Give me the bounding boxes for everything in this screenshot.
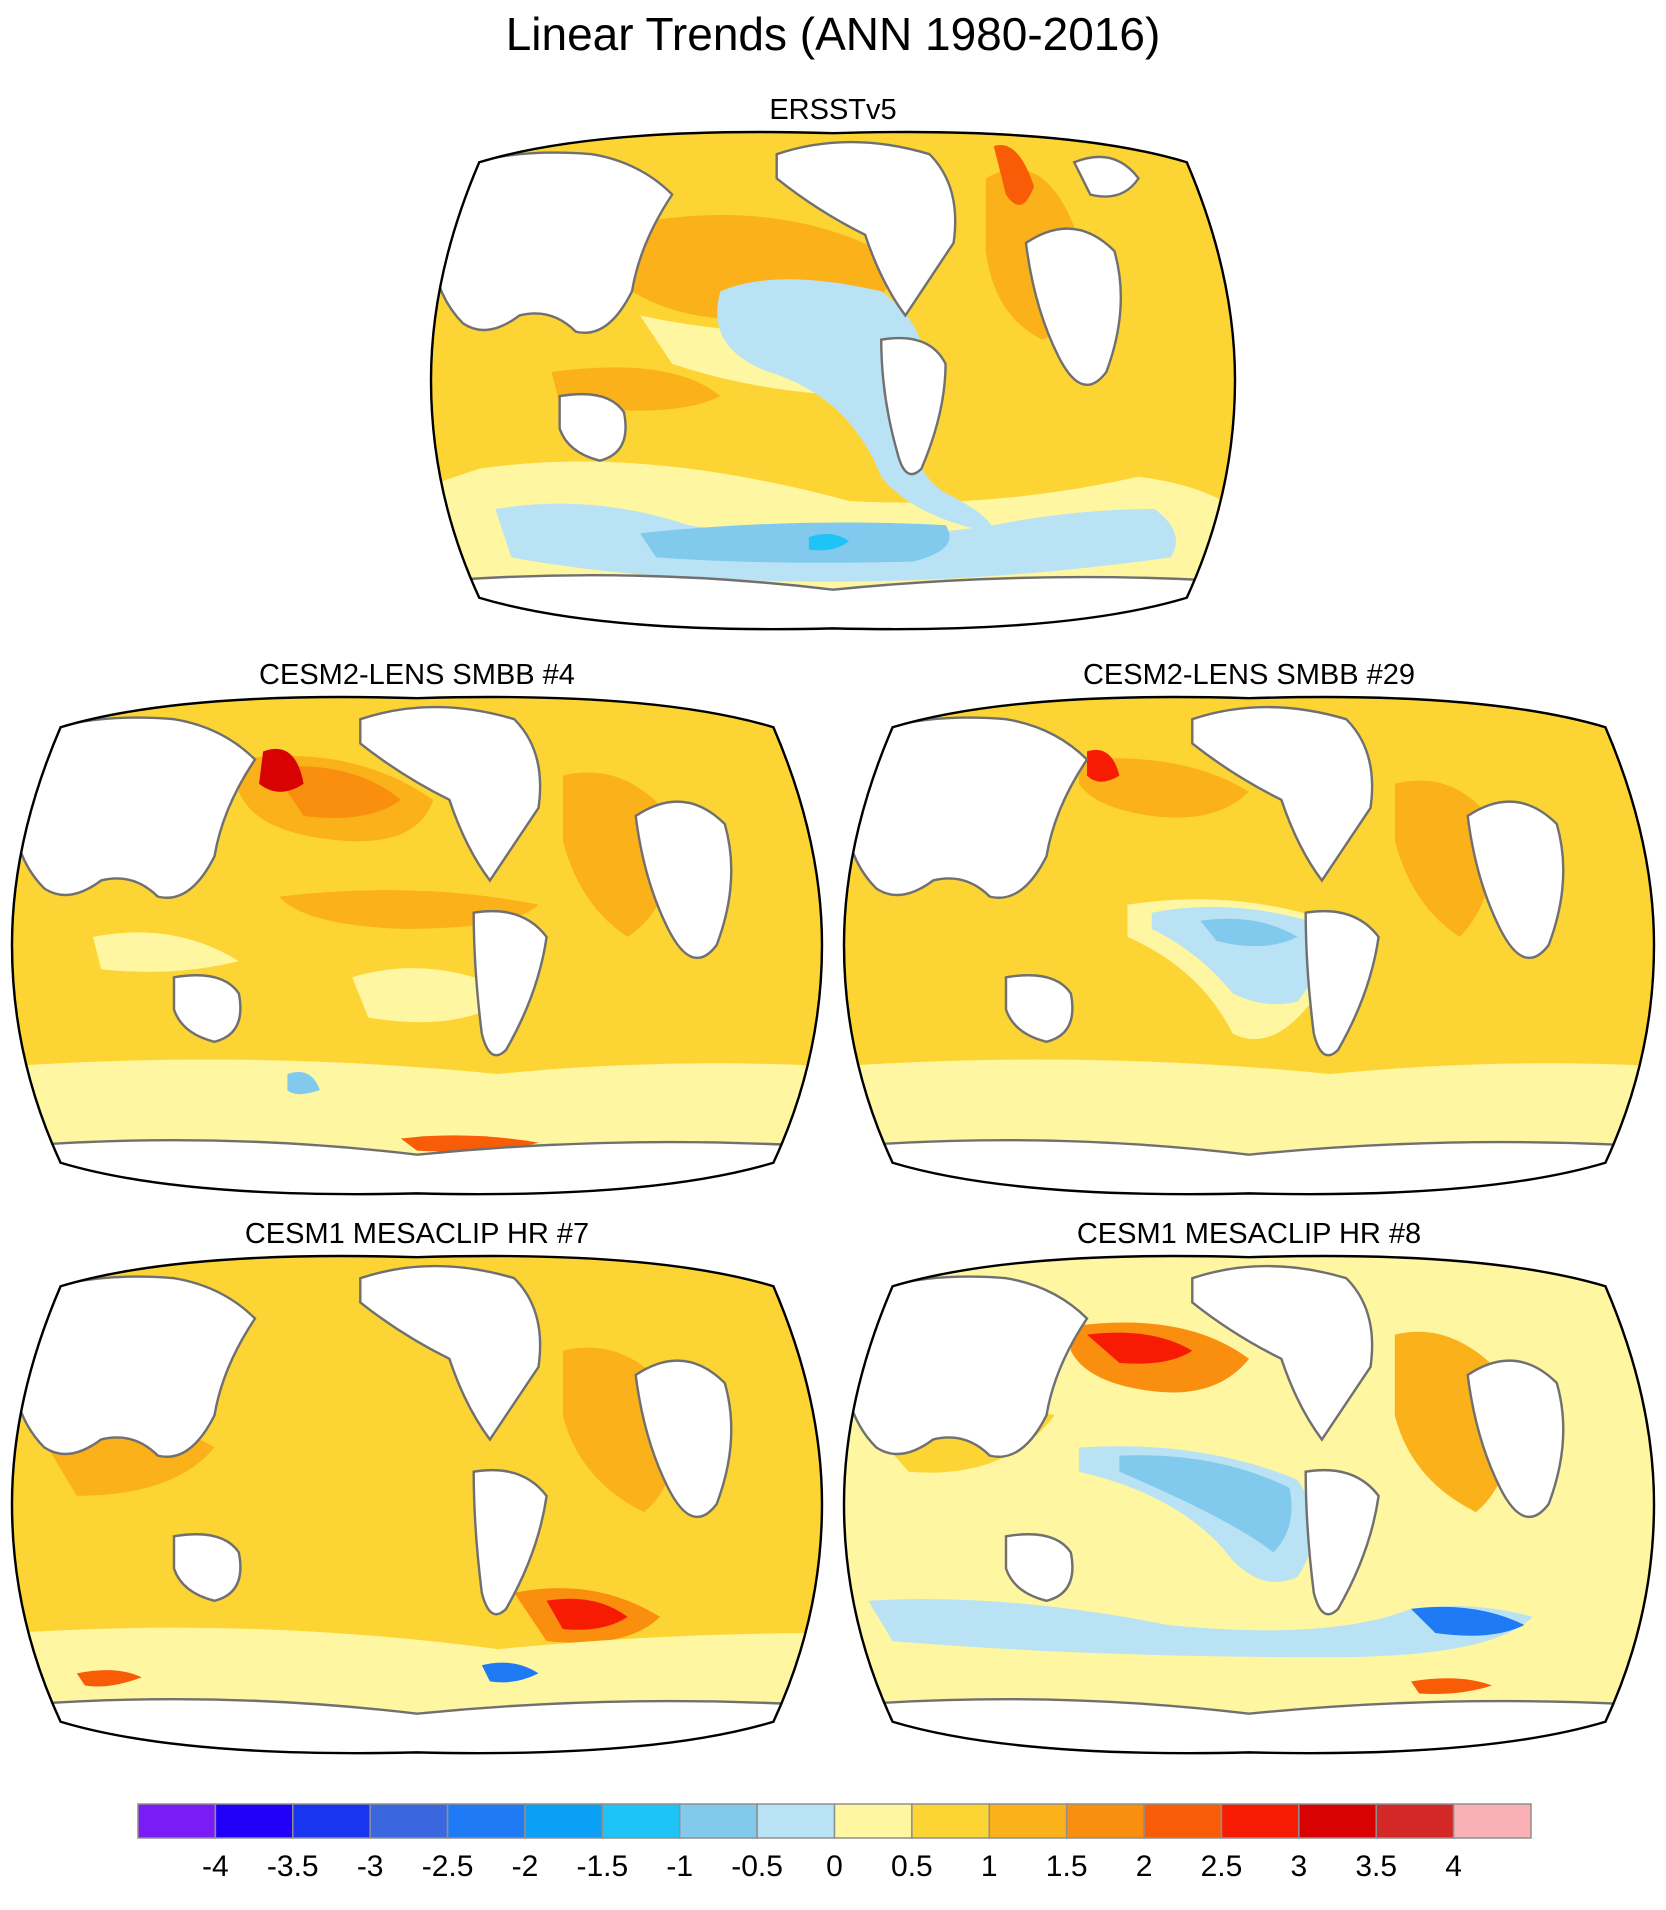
colorbar-bin [1452, 1803, 1532, 1839]
colorbar-bin [1143, 1803, 1223, 1839]
colorbar-tick-label: -2.5 [422, 1850, 474, 1883]
colorbar-tick-label: 0.5 [891, 1850, 933, 1883]
colorbar-tick-label: 4 [1445, 1850, 1462, 1883]
colorbar-tick-label: 0 [826, 1850, 843, 1883]
map-panel-cesm2-smbb-29 [842, 695, 1656, 1196]
map-panel-ersstv5 [429, 130, 1237, 631]
colorbar-tick-label: -3.5 [267, 1850, 319, 1883]
colorbar-bin [137, 1803, 217, 1839]
colorbar-tick-label: -2 [512, 1850, 539, 1883]
colorbar-bin [1298, 1803, 1377, 1839]
map-panel-cesm2-smbb-4 [10, 695, 824, 1196]
colorbar-bin [988, 1803, 1068, 1839]
colorbar-tick-label: 3.5 [1355, 1850, 1397, 1883]
colorbar-bin [1065, 1803, 1145, 1839]
panel-title-cesm1-mesaclip-8: CESM1 MESACLIP HR #8 [1076, 1218, 1422, 1250]
colorbar-bin [1220, 1803, 1300, 1839]
colorbar-tick-label: -1 [666, 1850, 693, 1883]
colorbar-tick-label: 1 [981, 1850, 998, 1883]
colorbar-tick-label: -0.5 [731, 1850, 783, 1883]
panel-title-ersstv5: ERSSTv5 [769, 94, 897, 126]
colorbar-bin [446, 1803, 526, 1839]
colorbar-bin [524, 1803, 604, 1839]
panel-title-cesm2-smbb-4: CESM2-LENS SMBB #4 [259, 659, 575, 691]
colorbar-bin [833, 1803, 913, 1839]
colorbar-bin [911, 1803, 991, 1839]
colorbar-bin [601, 1803, 681, 1839]
colorbar-bin [1375, 1803, 1455, 1839]
panel-title-cesm1-mesaclip-7: CESM1 MESACLIP HR #7 [244, 1218, 590, 1250]
colorbar-tick-label: -3 [357, 1850, 384, 1883]
colorbar-bin [292, 1803, 371, 1839]
colorbar-bin [678, 1803, 758, 1839]
colorbar-tick-label: 1.5 [1046, 1850, 1088, 1883]
map-panel-cesm1-mesaclip-7 [10, 1254, 824, 1755]
map-panel-cesm1-mesaclip-8 [842, 1254, 1656, 1755]
colorbar-bin [369, 1803, 449, 1839]
colorbar-tick-label: -4 [202, 1850, 229, 1883]
colorbar-tick-label: -1.5 [576, 1850, 628, 1883]
colorbar-tick-label: 2 [1136, 1850, 1153, 1883]
panel-title-cesm2-smbb-29: CESM2-LENS SMBB #29 [1082, 659, 1415, 691]
colorbar-tick-label: 2.5 [1201, 1850, 1243, 1883]
colorbar-tick-label: 3 [1290, 1850, 1307, 1883]
colorbar-bin [756, 1803, 836, 1839]
main-title: Linear Trends (ANN 1980-2016) [505, 8, 1161, 60]
colorbar-bin [214, 1803, 294, 1839]
